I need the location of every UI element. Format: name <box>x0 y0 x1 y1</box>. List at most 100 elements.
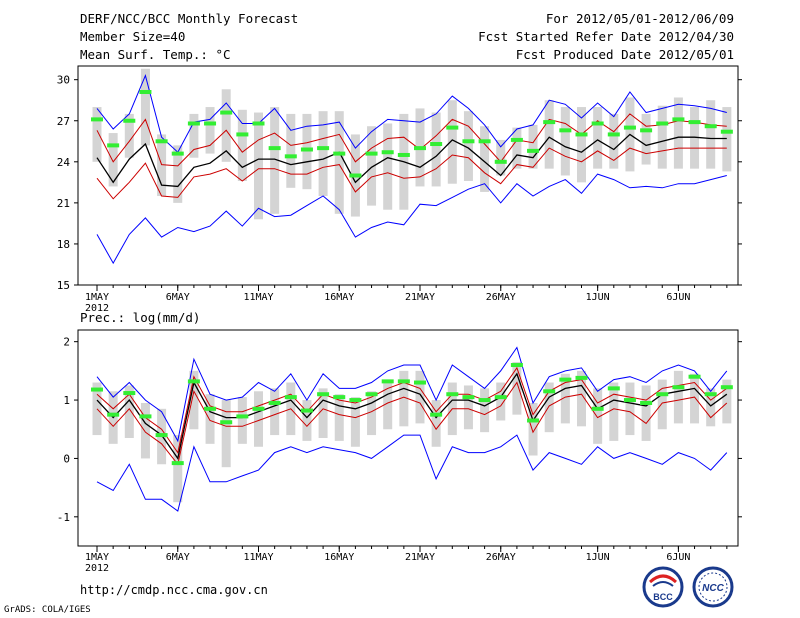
temp-y-tick-label: 18 <box>57 238 70 251</box>
prec-panel-title: Prec.: log(mm/d) <box>80 310 200 325</box>
svg-text:BCC: BCC <box>653 592 673 602</box>
prec-member-marker <box>139 414 152 419</box>
prec-spread-box <box>367 391 377 436</box>
prec-spread-box <box>334 394 344 441</box>
prec-spread-box <box>512 362 522 415</box>
temp-member-marker <box>204 121 217 126</box>
produced-date: Fcst Produced Date 2012/05/01 <box>515 47 734 62</box>
temp-spread-box <box>593 107 603 169</box>
temp-member-marker <box>720 129 733 134</box>
temp-x-tick-label: 1JUN <box>586 292 610 303</box>
prec-member-marker <box>623 398 636 403</box>
prec-year-label: 2012 <box>85 563 109 574</box>
prec-spread-box <box>173 435 183 503</box>
temp-spread-box <box>254 112 263 220</box>
prec-member-marker <box>284 395 297 400</box>
temp-spread-box <box>690 107 700 169</box>
temp-member-marker <box>430 142 443 147</box>
temp-member-marker <box>397 152 410 157</box>
temp-spread-box <box>157 134 167 197</box>
temp-member-marker <box>478 139 491 144</box>
prec-spread-box <box>318 388 328 438</box>
prec-spread-box <box>722 379 732 424</box>
temp-line-p25 <box>96 147 727 200</box>
prec-member-marker <box>300 408 313 413</box>
prec-spread-box <box>480 388 490 433</box>
prec-member-marker <box>688 374 701 379</box>
temp-spread-box <box>673 97 683 169</box>
bcc-logo: BCC <box>642 566 684 608</box>
temp-spread-box <box>334 111 344 214</box>
temp-spread-box <box>270 107 280 214</box>
prec-member-marker <box>591 406 604 411</box>
temp-member-marker <box>381 150 394 155</box>
temp-member-marker <box>317 146 330 151</box>
temp-y-tick-label: 27 <box>57 115 70 128</box>
temp-member-marker <box>462 139 475 144</box>
temp-y-tick-label: 24 <box>57 156 71 169</box>
temp-x-tick-label: 1MAY <box>85 292 109 303</box>
temp-spread-box <box>609 113 619 169</box>
prec-member-marker <box>430 412 443 417</box>
temp-member-marker <box>510 137 523 142</box>
temp-member-marker <box>623 125 636 130</box>
prec-spread-box <box>140 402 150 459</box>
temp-x-tick-label: 6JUN <box>666 292 690 303</box>
prec-member-marker <box>187 379 200 384</box>
temp-plot-frame <box>77 65 739 286</box>
temp-member-marker <box>91 117 103 122</box>
prec-x-tick-label: 6MAY <box>166 552 190 563</box>
prec-member-marker <box>704 392 717 397</box>
prec-member-marker <box>575 375 588 380</box>
temp-member-marker <box>333 151 346 156</box>
prec-member-marker <box>494 395 507 400</box>
temp-member-marker <box>591 121 604 126</box>
temp-x-tick-label: 21MAY <box>405 292 435 303</box>
temp-spread-box <box>221 89 231 162</box>
temp-y-tick-label: 30 <box>57 74 70 87</box>
temp-spread-box <box>722 107 732 172</box>
temp-member-marker <box>446 125 459 130</box>
prec-spread-box <box>463 385 473 430</box>
prec-member-marker <box>462 395 475 400</box>
temp-spread-box <box>544 100 554 169</box>
temp-member-marker <box>688 120 701 125</box>
prec-spread-box <box>706 388 716 427</box>
prec-y-tick-label: 0 <box>63 452 70 465</box>
prec-member-marker <box>317 392 330 397</box>
forecast-period: For 2012/05/01-2012/06/09 <box>545 11 734 26</box>
prec-member-marker <box>510 363 523 368</box>
prec-spread-box <box>431 400 441 447</box>
temp-member-marker <box>171 151 184 156</box>
svg-text:NCC: NCC <box>702 583 724 594</box>
prec-line-p25 <box>96 381 728 466</box>
temp-y-tick-label: 15 <box>57 279 70 292</box>
prec-member-marker <box>268 400 281 405</box>
prec-x-tick-label: 11MAY <box>243 552 273 563</box>
temp-spread-box <box>237 109 247 181</box>
prec-spread-box <box>625 382 635 436</box>
prec-spread-box <box>641 385 651 441</box>
temp-spread-box <box>108 133 118 187</box>
temp-spread-box <box>657 105 667 169</box>
prec-member-marker <box>397 379 410 384</box>
prec-member-marker <box>204 406 217 411</box>
temp-spread-box <box>367 126 377 206</box>
source-url[interactable]: http://cmdp.ncc.cma.gov.cn <box>80 583 268 597</box>
prec-member-marker <box>365 392 378 397</box>
prec-x-tick-label: 16MAY <box>324 552 354 563</box>
prec-y-tick-label: 1 <box>63 394 70 407</box>
prec-member-marker <box>527 418 540 423</box>
temp-x-tick-label: 11MAY <box>243 292 273 303</box>
temp-member-marker <box>704 124 717 129</box>
temp-spread-box <box>512 127 522 169</box>
temp-member-marker <box>252 121 265 126</box>
temp-member-marker <box>220 110 233 115</box>
temp-spread-box <box>480 126 490 192</box>
temp-member-marker <box>672 117 685 122</box>
temp-spread-box <box>302 113 312 190</box>
temp-spread-box <box>140 68 150 146</box>
prec-member-marker <box>123 391 136 396</box>
temp-member-marker <box>543 120 556 125</box>
